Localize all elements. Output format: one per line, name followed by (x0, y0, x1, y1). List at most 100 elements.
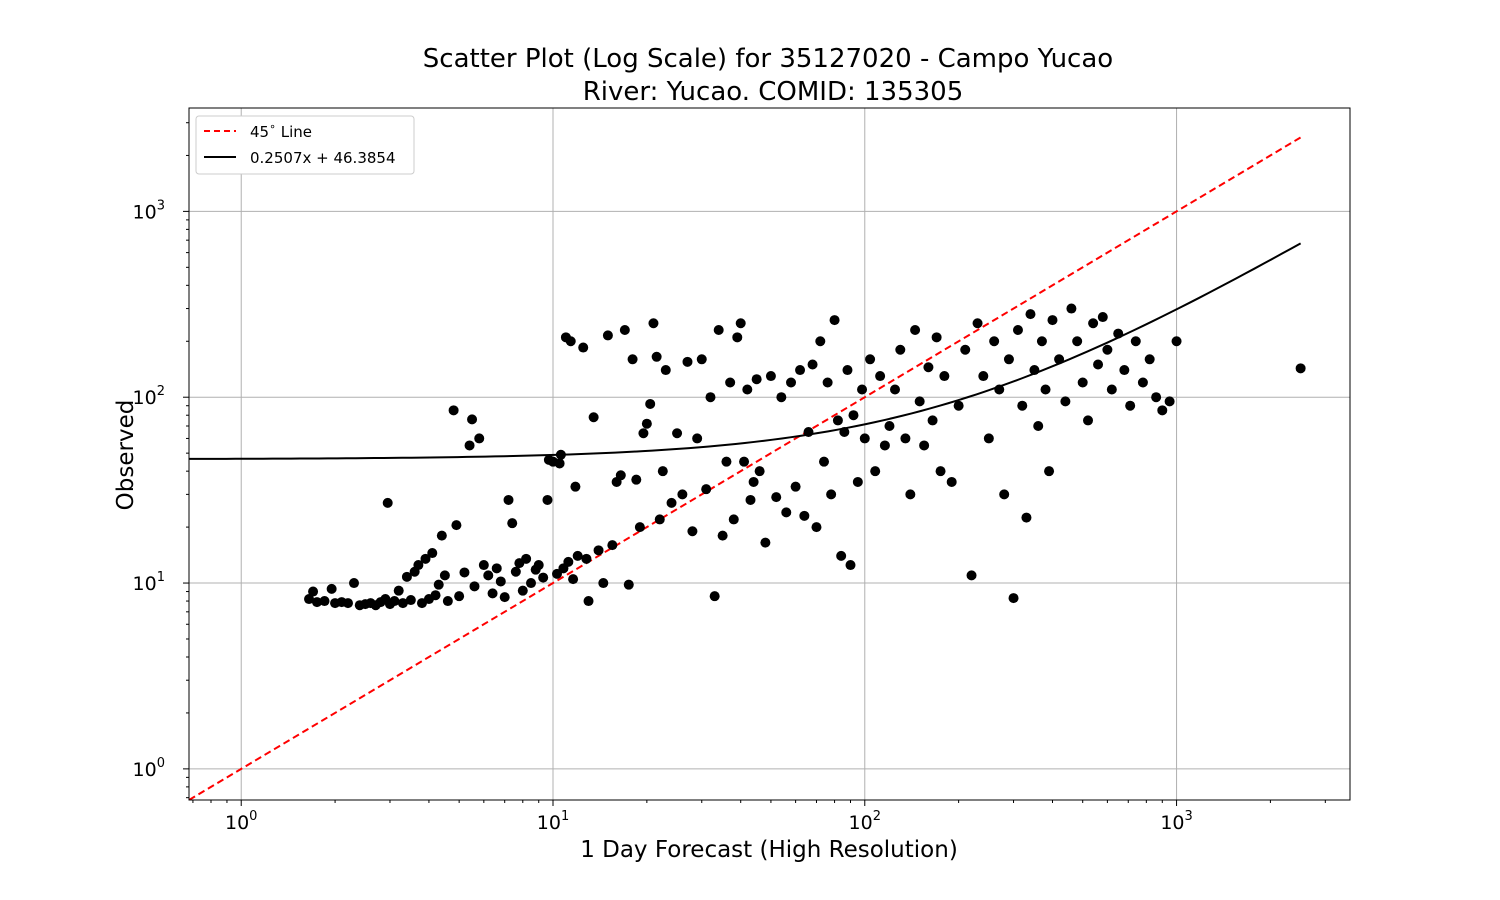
data-point (641, 418, 652, 429)
data-point (946, 476, 957, 487)
y-tick-label: 101 (133, 570, 165, 595)
data-point (459, 567, 470, 578)
data-point (776, 392, 787, 403)
data-point (1047, 315, 1058, 326)
data-point (627, 354, 638, 365)
data-point (771, 492, 782, 503)
data-point (631, 474, 642, 485)
data-point (1093, 359, 1104, 370)
data-point (999, 489, 1010, 500)
data-point (870, 466, 881, 477)
data-point (754, 466, 765, 477)
data-point (598, 578, 609, 589)
data-point (593, 545, 604, 556)
data-point (495, 576, 506, 587)
data-point (1044, 466, 1055, 477)
data-point (826, 489, 837, 500)
data-point (319, 596, 330, 607)
data-point (1119, 365, 1130, 376)
data-point (848, 410, 859, 421)
y-tick-exponent: 3 (157, 198, 165, 213)
y-tick-exponent: 1 (157, 570, 165, 585)
legend-fit-line-label: 0.2507x + 46.3854 (250, 149, 396, 167)
data-point (654, 514, 665, 525)
x-tick-exponent: 0 (249, 809, 257, 824)
legend: 45∘ Line 0.2507x + 46.3854 (195, 115, 415, 175)
data-point (852, 476, 863, 487)
data-point (811, 522, 822, 533)
data-point (342, 598, 353, 609)
data-point (503, 494, 514, 505)
data-point (311, 597, 322, 608)
data-point (565, 336, 576, 347)
data-point (487, 588, 498, 599)
data-point (1072, 336, 1083, 347)
data-point (433, 579, 444, 590)
data-point (732, 332, 743, 343)
data-point (751, 374, 762, 385)
data-point (634, 522, 645, 533)
data-point (760, 537, 771, 548)
data-point (994, 384, 1005, 395)
data-point (467, 414, 478, 425)
legend-degree-symbol: ∘ (269, 120, 276, 133)
data-point (1003, 354, 1014, 365)
data-point (839, 426, 850, 437)
data-point (1125, 400, 1136, 411)
data-point (427, 548, 438, 559)
x-tick-label: 101 (537, 809, 569, 834)
data-point (583, 596, 594, 607)
data-point (581, 553, 592, 564)
data-point (989, 336, 1000, 347)
data-point (677, 489, 688, 500)
data-point (572, 550, 583, 561)
data-point (1295, 363, 1306, 374)
data-point (739, 456, 750, 467)
data-point (1033, 420, 1044, 431)
grid-lines (189, 108, 1350, 800)
data-point (308, 586, 319, 597)
data-point (1025, 309, 1036, 320)
data-point (1130, 336, 1141, 347)
data-point (499, 592, 510, 603)
y-tick-base: 10 (133, 759, 157, 781)
data-point (692, 433, 703, 444)
data-point (555, 449, 566, 460)
data-point (842, 365, 853, 376)
data-point (935, 466, 946, 477)
data-point (542, 494, 553, 505)
regression-fit-line (189, 242, 1302, 460)
data-point (748, 476, 759, 487)
data-point (672, 428, 683, 439)
data-point (815, 336, 826, 347)
data-point (491, 563, 502, 574)
data-point (1077, 377, 1088, 388)
data-point (742, 384, 753, 395)
data-point (1097, 312, 1108, 323)
data-point (1083, 415, 1094, 426)
data-point (474, 433, 485, 444)
data-point (563, 556, 574, 567)
data-point (1021, 512, 1032, 523)
data-point (859, 433, 870, 444)
data-point (966, 570, 977, 581)
data-point (568, 574, 579, 585)
x-tick-base: 10 (225, 812, 249, 834)
y-tick-exponent: 2 (157, 384, 165, 399)
x-tick-base: 10 (1160, 812, 1184, 834)
data-point (554, 458, 565, 469)
y-tick-label: 102 (133, 384, 165, 409)
data-point (666, 497, 677, 508)
data-point (326, 583, 337, 594)
data-point (1008, 593, 1019, 604)
data-point (972, 318, 983, 329)
data-point (570, 481, 581, 492)
plot-frame (188, 107, 1351, 801)
legend-45-number: 45 (250, 123, 269, 141)
data-point (1017, 400, 1028, 411)
data-point (795, 365, 806, 376)
y-tick-base: 10 (133, 573, 157, 595)
